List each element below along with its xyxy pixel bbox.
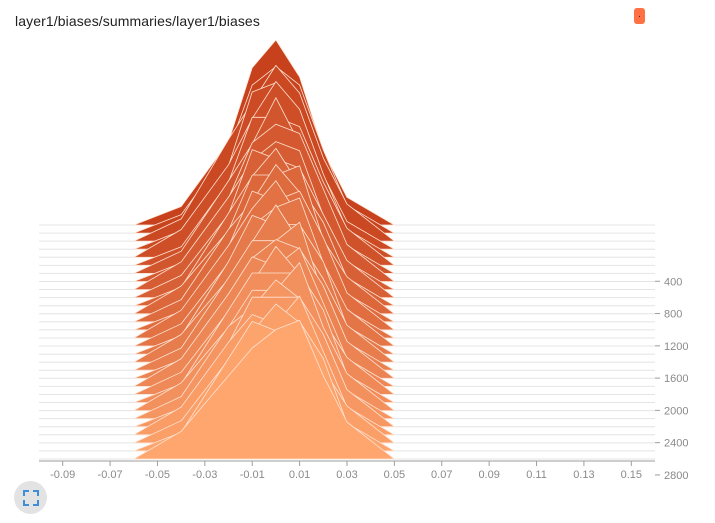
x-tick-label: -0.05 (145, 469, 170, 481)
x-tick-label: 0.03 (336, 469, 357, 481)
x-tick-label: 0.01 (289, 469, 310, 481)
ridge-step-0 (39, 39, 655, 226)
x-axis: -0.09 -0.07 -0.05 -0.03 -0.01 0.01 0.03 0.05 0.0… (39, 460, 655, 481)
x-tick-label: -0.09 (50, 469, 75, 481)
expand-chart-button[interactable] (14, 481, 47, 514)
series-color-menu-button[interactable]: . (634, 8, 645, 24)
ridge-layer (39, 39, 655, 460)
y-tick-label: 1600 (664, 373, 688, 385)
x-tick-label: 0.13 (573, 469, 594, 481)
x-tick-label: 0.07 (431, 469, 452, 481)
ridge-area (133, 319, 395, 460)
ridge-step-300 (39, 82, 655, 250)
ridge-step-200 (39, 65, 655, 242)
y-tick-label: 400 (664, 276, 682, 288)
x-tick-label: 0.11 (526, 469, 547, 481)
y-tick-label: 2000 (664, 405, 688, 417)
y-tick-label: 800 (664, 309, 682, 321)
ridge-step-2900 (39, 319, 655, 460)
x-tick-label: 0.09 (478, 469, 499, 481)
x-tick-label: -0.01 (240, 469, 265, 481)
fullscreen-icon (22, 489, 39, 506)
ridge-step-500 (39, 116, 655, 266)
card-title: layer1/biases/summaries/layer1/biases (15, 13, 260, 29)
y-tick-label: 1200 (664, 341, 688, 353)
x-tick-label: -0.07 (98, 469, 123, 481)
x-tick-label: 0.15 (621, 469, 642, 481)
y-tick-label: 2800 (664, 470, 688, 482)
y-tick-label: 2400 (664, 438, 688, 450)
x-tick-label: 0.05 (384, 469, 405, 481)
y-axis: 400 800 1200 1600 2000 2400 2800 (655, 276, 688, 482)
x-tick-label: -0.03 (192, 469, 217, 481)
